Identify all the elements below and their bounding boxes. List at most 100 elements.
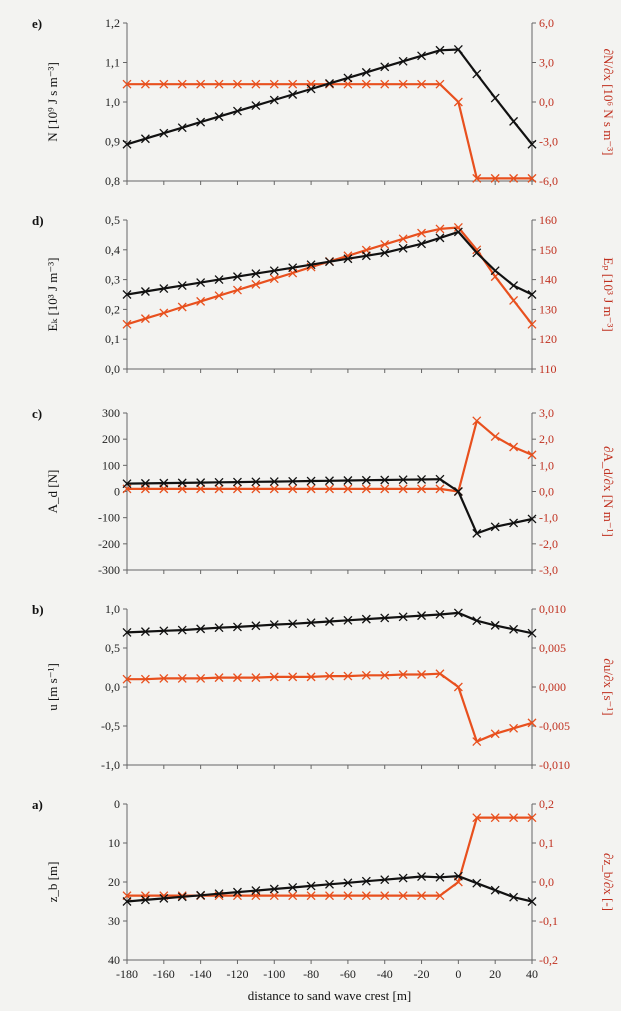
right-series-point [361, 670, 371, 680]
left-series-line [126, 874, 533, 903]
left-tick-label: 20 [108, 875, 120, 889]
right-series-marker-stroke [361, 484, 371, 494]
left-series-marker-stroke [398, 612, 408, 622]
left-series-point [380, 875, 390, 885]
right-tick-label: 160 [539, 213, 557, 227]
left-series-marker-stroke [196, 478, 206, 488]
left-series-point [472, 528, 482, 538]
left-series-marker-stroke [361, 876, 371, 886]
left-tick-label: 0,4 [105, 243, 120, 257]
right-series-marker-stroke [140, 891, 150, 901]
left-series-point [490, 620, 500, 630]
left-series-point [417, 239, 427, 249]
right-series-point [196, 673, 206, 683]
left-series-point [509, 281, 519, 291]
left-series-marker-stroke [269, 477, 279, 487]
x-tick-label: -60 [340, 967, 356, 981]
left-series-marker-stroke [398, 56, 408, 66]
right-series-marker-stroke [196, 296, 206, 306]
left-series-marker-stroke [453, 487, 463, 496]
right-series-point [380, 670, 390, 680]
right-series-point [288, 484, 298, 494]
right-series-point [398, 484, 408, 494]
right-series-marker-stroke [196, 673, 206, 683]
left-series-point [435, 872, 445, 882]
right-series-point [343, 79, 353, 89]
left-series-point [417, 475, 427, 484]
right-series-point [232, 285, 242, 295]
right-series-marker-stroke [417, 79, 427, 89]
left-series-marker-stroke [140, 134, 150, 144]
right-series-point [472, 245, 482, 255]
left-series-line [126, 478, 533, 535]
right-series-point [453, 97, 463, 107]
left-series-point [398, 475, 408, 485]
left-series-marker-stroke [251, 621, 261, 631]
left-series-point [214, 112, 224, 122]
right-series-marker-stroke [527, 718, 537, 728]
right-series-point [325, 891, 334, 901]
left-series-marker-stroke [232, 272, 242, 282]
left-series-point [472, 616, 482, 626]
left-series-point [435, 45, 445, 55]
left-series-point [472, 248, 482, 258]
left-series-point [122, 627, 132, 637]
right-series-marker-stroke [417, 670, 427, 679]
left-series-marker-stroke [306, 260, 316, 270]
right-series-marker-stroke [140, 314, 150, 324]
left-series-point [361, 876, 371, 886]
left-series-marker-stroke [380, 613, 390, 623]
left-series-point [509, 892, 519, 902]
right-series-marker-stroke [343, 891, 353, 901]
x-axis-title: distance to sand wave crest [m] [248, 988, 412, 1003]
right-tick-label: 130 [539, 302, 557, 316]
right-tick-label: 0,2 [539, 797, 554, 811]
left-series-marker-stroke [251, 101, 261, 111]
right-series-point [140, 79, 150, 89]
left-series-point [361, 614, 371, 624]
right-series-point [417, 79, 427, 89]
right-series-marker-stroke [343, 79, 353, 89]
right-tick-label: 110 [539, 362, 557, 376]
left-series-marker-stroke [122, 290, 132, 299]
right-series-point [214, 79, 224, 89]
left-series-point [232, 887, 242, 897]
right-series-point [251, 79, 261, 89]
panel-label: d) [32, 213, 44, 228]
left-series-marker-stroke [343, 878, 353, 888]
right-series-point [435, 891, 445, 901]
left-series-point [343, 73, 353, 83]
right-tick-label: 3,0 [539, 56, 554, 70]
right-series-marker-stroke [214, 79, 224, 89]
left-series-point [509, 518, 519, 528]
x-tick-label: -20 [414, 967, 430, 981]
left-series-point [196, 624, 206, 634]
right-series-marker-stroke [214, 673, 224, 683]
left-tick-label: 1,2 [105, 16, 120, 30]
left-series-marker-stroke [490, 885, 500, 895]
left-series-marker-stroke [380, 248, 390, 258]
right-series-point [214, 484, 224, 494]
left-series-marker-stroke [527, 897, 537, 906]
left-series-point [122, 897, 132, 906]
left-series-marker-stroke [325, 476, 334, 486]
left-series-point [435, 474, 445, 484]
right-series-point [417, 670, 427, 679]
right-series-marker-stroke [325, 671, 334, 681]
left-series-marker-stroke [288, 619, 298, 629]
right-series-point [398, 234, 408, 244]
right-series-marker-stroke [251, 79, 261, 89]
left-series-marker-stroke [472, 528, 482, 538]
left-series-point [269, 266, 279, 276]
left-series-marker-stroke [435, 474, 445, 484]
right-series-point [306, 891, 316, 901]
right-series-point [159, 308, 169, 318]
left-series-marker-stroke [527, 290, 537, 299]
left-series-point [177, 123, 187, 133]
right-series-point [177, 891, 187, 901]
right-series-marker-stroke [380, 79, 390, 89]
right-series-marker-stroke [509, 813, 519, 823]
left-series-point [343, 254, 353, 264]
left-series-point [122, 139, 132, 149]
